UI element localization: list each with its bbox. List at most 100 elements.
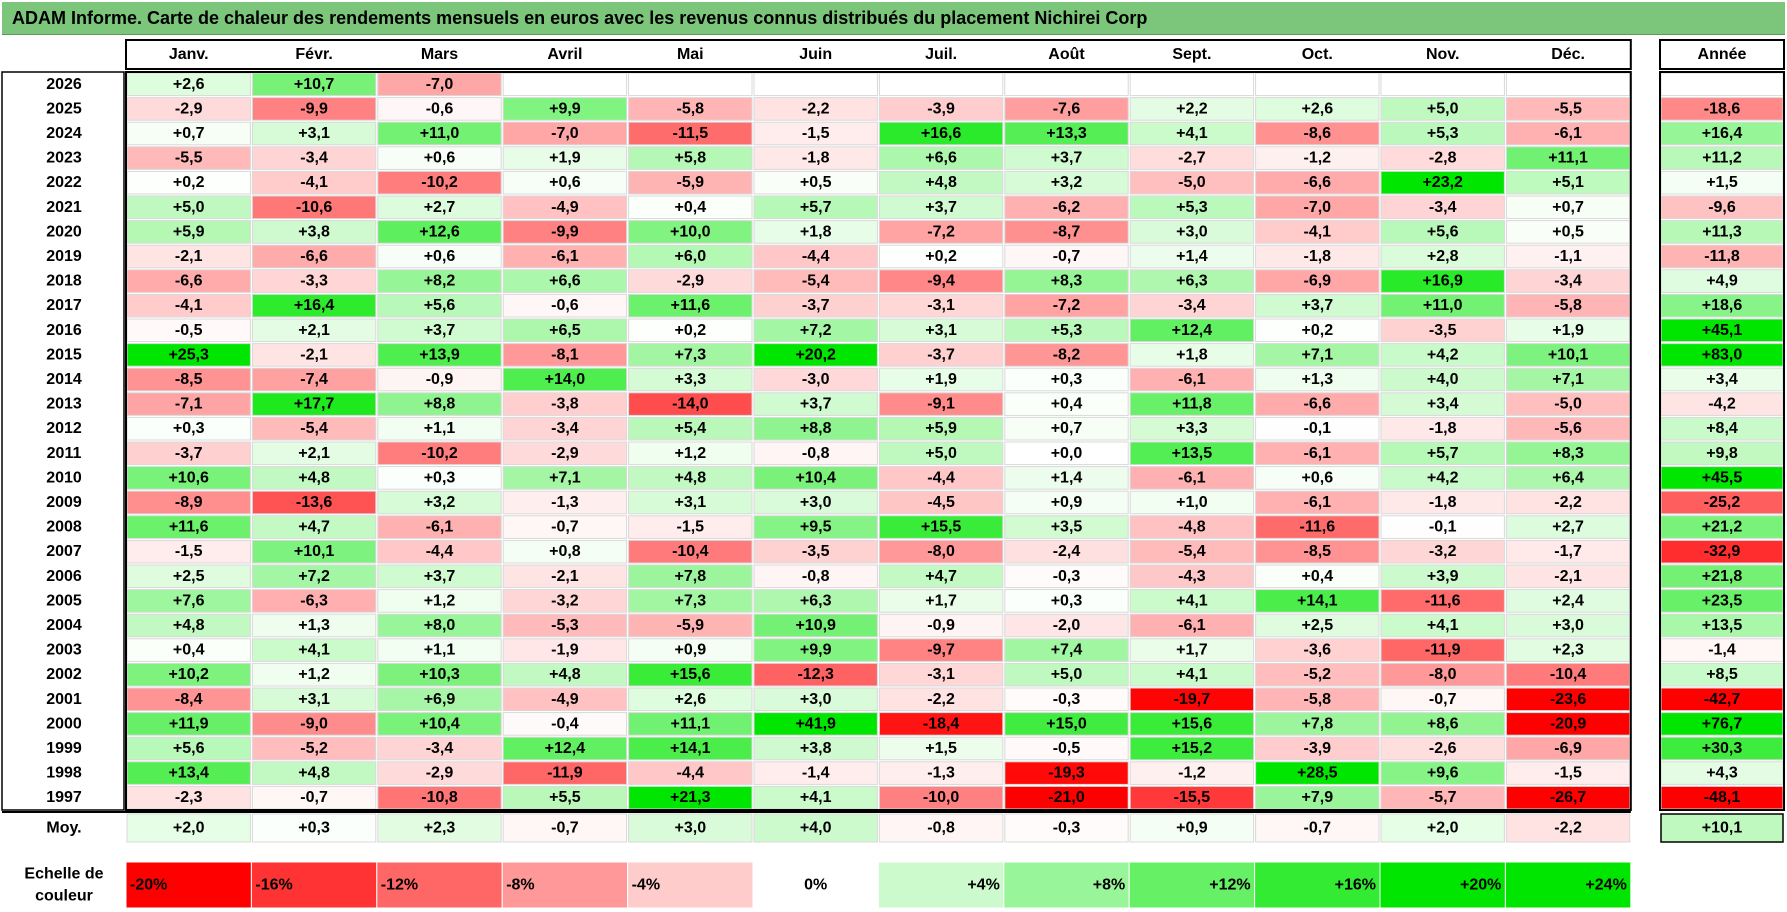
cell-value: +10,3: [419, 666, 460, 683]
heatmap-cell: [1255, 121, 1380, 146]
heatmap-cell: [628, 269, 753, 293]
annual-header-frame: [1659, 39, 1785, 70]
cell-value: -13,6: [296, 494, 333, 511]
cell-value: +4,1: [800, 789, 832, 806]
cell-value: +2,6: [675, 691, 707, 708]
cell-value: -12,3: [797, 666, 834, 683]
scale-tick: +4%: [967, 877, 999, 894]
cell-value: +0,9: [675, 642, 707, 659]
cell-value: -2,9: [677, 273, 705, 290]
cell-value: -3,4: [551, 420, 579, 437]
year-label: 2003: [46, 642, 82, 659]
cell-value: +20,2: [795, 346, 836, 363]
heatmap-cell: [502, 736, 628, 761]
heatmap-cell: [1380, 293, 1505, 318]
cell-value: -4,3: [1178, 568, 1206, 585]
heatmap-cell: [377, 736, 502, 761]
cell-value: +6,4: [1552, 469, 1584, 486]
cell-value: +5,0: [173, 199, 205, 216]
cell-value: -8,6: [1304, 125, 1332, 142]
cell-value: -1,9: [551, 642, 579, 659]
heatmap-cell: [753, 195, 878, 220]
cell-value: +1,3: [1302, 371, 1334, 388]
cell-value: +5,0: [1051, 666, 1083, 683]
heatmap-cell: [377, 490, 502, 515]
scale-tick: -4%: [632, 877, 660, 894]
year-label: 2025: [46, 100, 82, 117]
heatmap-cell: [1129, 343, 1255, 367]
heatmap-cell: [878, 736, 1004, 761]
heatmap-cell: [628, 343, 753, 367]
cell-value: +15,6: [670, 666, 711, 683]
heatmap-cell: [502, 564, 628, 589]
cell-value: +21,3: [670, 789, 711, 806]
average-cell: [878, 813, 1004, 843]
cell-value: +7,1: [1552, 371, 1584, 388]
scale-swatch: [627, 861, 754, 909]
heatmap-cell: [628, 687, 753, 712]
average-cell: [126, 813, 251, 843]
cell-value: +5,6: [1427, 223, 1459, 240]
heatmap-cell: [1004, 539, 1129, 564]
cell-value: -6,6: [1304, 174, 1332, 191]
year-label: 2026: [46, 76, 82, 93]
cell-value: +0,6: [549, 174, 581, 191]
cell-value: +10,4: [795, 469, 836, 486]
cell-value: +10,7: [294, 76, 335, 93]
cell-value: -1,8: [1429, 420, 1457, 437]
annual-value: +11,2: [1702, 150, 1742, 167]
heatmap-cell: [628, 416, 753, 441]
heatmap-cell: [1255, 416, 1380, 441]
cell-value: +5,0: [925, 445, 957, 462]
cell-value: +1,5: [925, 740, 957, 757]
scale-tick: 0%: [804, 877, 827, 894]
cell-value: -0,9: [927, 617, 955, 634]
cell-value: +0,2: [1302, 322, 1334, 339]
heatmap-cell: [502, 539, 628, 564]
heatmap-cell: [1380, 269, 1505, 293]
cell-value: +0,3: [424, 469, 456, 486]
heatmap-cell: [377, 220, 502, 244]
cell-value: +5,4: [675, 420, 707, 437]
heatmap-cell: [377, 564, 502, 589]
heatmap-cell: [878, 121, 1004, 146]
cell-value: -9,9: [300, 100, 328, 117]
heatmap-cell: [1255, 343, 1380, 367]
cell-value: +1,2: [424, 592, 456, 609]
scale-swatch: [1504, 861, 1632, 909]
heatmap-cell: [1004, 97, 1129, 121]
cell-value: -5,3: [551, 617, 579, 634]
month-header: Juil.: [925, 46, 957, 63]
heatmap-cell: [377, 195, 502, 220]
heatmap-cell: [502, 761, 628, 785]
heatmap-cell: [1004, 343, 1129, 367]
heatmap-cell: [753, 712, 878, 736]
cell-value: +5,7: [800, 199, 832, 216]
heatmap-cell: [753, 244, 878, 269]
annual-value: +30,3: [1702, 740, 1743, 757]
cell-value: +7,1: [1302, 346, 1334, 363]
heatmap-cell: [1380, 146, 1505, 170]
heatmap-cell: [502, 613, 628, 638]
cell-value: +4,1: [1176, 125, 1208, 142]
cell-value: -4,4: [426, 543, 454, 560]
cell-value: +5,3: [1427, 125, 1459, 142]
cell-value: -6,9: [1554, 740, 1582, 757]
heatmap-cell: [878, 392, 1004, 416]
heatmap-cell: [878, 441, 1004, 466]
heatmap-cell: [502, 293, 628, 318]
year-label: 2001: [46, 691, 82, 708]
heatmap-cell: [878, 244, 1004, 269]
cell-value: -1,8: [1429, 494, 1457, 511]
cell-value: +41,9: [795, 715, 836, 732]
cell-value: -9,1: [927, 396, 955, 413]
annual-value: +9,8: [1706, 445, 1738, 462]
cell-value: -3,4: [426, 740, 454, 757]
cell-value: +3,8: [298, 223, 330, 240]
heatmap-cell: [1004, 220, 1129, 244]
cell-value: +3,7: [800, 396, 832, 413]
heatmap-cell: [251, 490, 377, 515]
average-cell: [377, 813, 502, 843]
year-label: 2007: [46, 543, 82, 560]
cell-value: -0,1: [1304, 420, 1332, 437]
